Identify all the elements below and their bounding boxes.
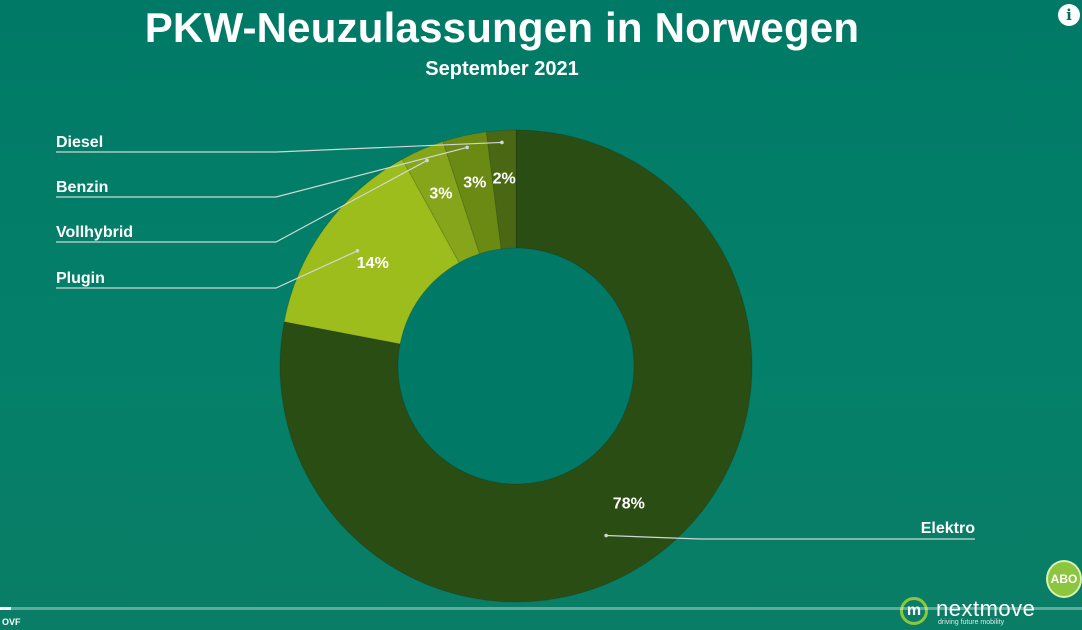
brand-tagline: driving future mobility xyxy=(938,619,1005,626)
chart-subtitle: September 2021 xyxy=(425,58,579,80)
slice-diesel xyxy=(485,129,517,250)
brand-mark-icon: m xyxy=(900,597,928,625)
leader-line-elektro xyxy=(606,534,975,540)
category-label-benzin: Benzin xyxy=(56,179,108,196)
leader-dot-diesel xyxy=(500,140,504,145)
leader-line-diesel xyxy=(56,141,502,153)
brand-logo: m nextmove driving future mobility xyxy=(900,596,1040,629)
slice-elektro xyxy=(279,129,753,603)
leader-line-plugin xyxy=(56,250,358,289)
leader-dot-elektro xyxy=(604,533,608,538)
video-progress-fill xyxy=(0,607,11,610)
value-label-elektro: 78% xyxy=(613,495,645,512)
slice-plugin xyxy=(283,158,460,345)
video-progress-bar[interactable] xyxy=(0,607,1082,610)
info-icon[interactable]: i xyxy=(1058,4,1080,26)
value-label-plugin: 14% xyxy=(357,255,389,272)
leader-dot-plugin xyxy=(355,248,360,253)
leader-line-vollhybrid xyxy=(56,159,428,243)
category-label-elektro: Elektro xyxy=(921,520,975,537)
category-label-diesel: Diesel xyxy=(56,134,103,151)
source-label: OVF xyxy=(2,617,21,627)
leader-dot-benzin xyxy=(465,145,469,150)
leader-dot-vollhybrid xyxy=(425,158,429,163)
category-label-plugin: Plugin xyxy=(56,270,105,287)
value-label-diesel: 2% xyxy=(493,170,516,187)
donut-hole xyxy=(398,248,634,484)
value-label-benzin: 3% xyxy=(463,175,486,192)
value-label-vollhybrid: 3% xyxy=(429,186,452,203)
leader-line-benzin xyxy=(56,146,468,198)
brand-name: nextmove xyxy=(936,596,1036,621)
category-label-vollhybrid: Vollhybrid xyxy=(56,224,133,241)
chart-title: PKW-Neuzulassungen in Norwegen xyxy=(144,4,860,51)
subscribe-badge[interactable]: ABO xyxy=(1046,560,1082,598)
